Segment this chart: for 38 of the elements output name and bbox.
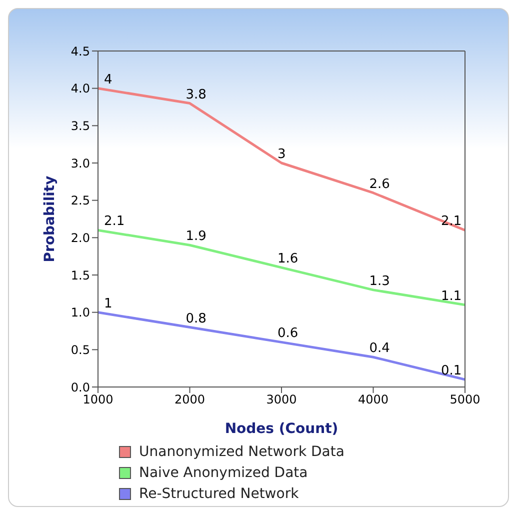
x-tick-label: 5000 bbox=[450, 392, 480, 407]
data-label: 1.1 bbox=[441, 288, 462, 304]
legend-label: Naive Anonymized Data bbox=[139, 464, 308, 480]
x-tick-label: 2000 bbox=[174, 392, 206, 407]
data-label: 2.1 bbox=[104, 214, 125, 230]
y-tick-label: 1.0 bbox=[70, 306, 90, 320]
y-tick-label: 0.5 bbox=[70, 342, 90, 357]
data-label: 0.1 bbox=[441, 364, 462, 379]
data-label: 2.6 bbox=[369, 176, 390, 192]
y-tick-label: 3.0 bbox=[70, 156, 90, 170]
line-series bbox=[98, 228, 465, 306]
y-tick-label: 2.0 bbox=[70, 230, 90, 245]
y-tick-label: 4.0 bbox=[70, 82, 90, 96]
legend-label: Unanonymized Network Data bbox=[139, 444, 344, 460]
x-axis-title: Nodes (Count) bbox=[224, 421, 338, 437]
data-label: 2.1 bbox=[441, 214, 462, 230]
y-tick-label: 3.5 bbox=[70, 118, 90, 133]
x-tick-label: 1000 bbox=[82, 392, 114, 407]
data-label: 0.8 bbox=[186, 311, 206, 326]
y-axis-title: Probability bbox=[42, 176, 58, 262]
data-label: 1.6 bbox=[278, 252, 298, 267]
line-series bbox=[98, 87, 465, 232]
y-tick-label: 4.5 bbox=[70, 44, 90, 58]
y-tick-label: 2.5 bbox=[70, 194, 90, 208]
legend-label: Re-Structured Network bbox=[139, 486, 299, 502]
data-label: 3 bbox=[278, 147, 286, 162]
x-tick-label: 4000 bbox=[358, 392, 389, 407]
data-label: 1.3 bbox=[369, 274, 390, 289]
y-tick-label: 0.0 bbox=[70, 380, 90, 394]
line-series bbox=[98, 311, 465, 381]
data-label: 1 bbox=[104, 296, 112, 312]
data-label: 1.9 bbox=[186, 229, 206, 244]
x-tick-label: 3000 bbox=[266, 392, 297, 407]
y-tick-label: 1.5 bbox=[70, 268, 90, 282]
data-label: 0.4 bbox=[369, 341, 390, 356]
data-label: 4 bbox=[104, 72, 112, 88]
data-label: 3.8 bbox=[186, 87, 206, 102]
data-label: 0.6 bbox=[278, 326, 298, 342]
